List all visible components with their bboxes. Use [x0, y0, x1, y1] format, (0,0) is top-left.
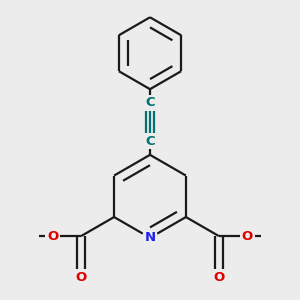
Text: O: O: [242, 230, 253, 243]
Text: O: O: [76, 271, 87, 284]
Text: O: O: [213, 271, 224, 284]
Text: C: C: [145, 97, 155, 110]
Text: O: O: [47, 230, 58, 243]
Text: C: C: [145, 134, 155, 148]
Text: N: N: [144, 231, 156, 244]
